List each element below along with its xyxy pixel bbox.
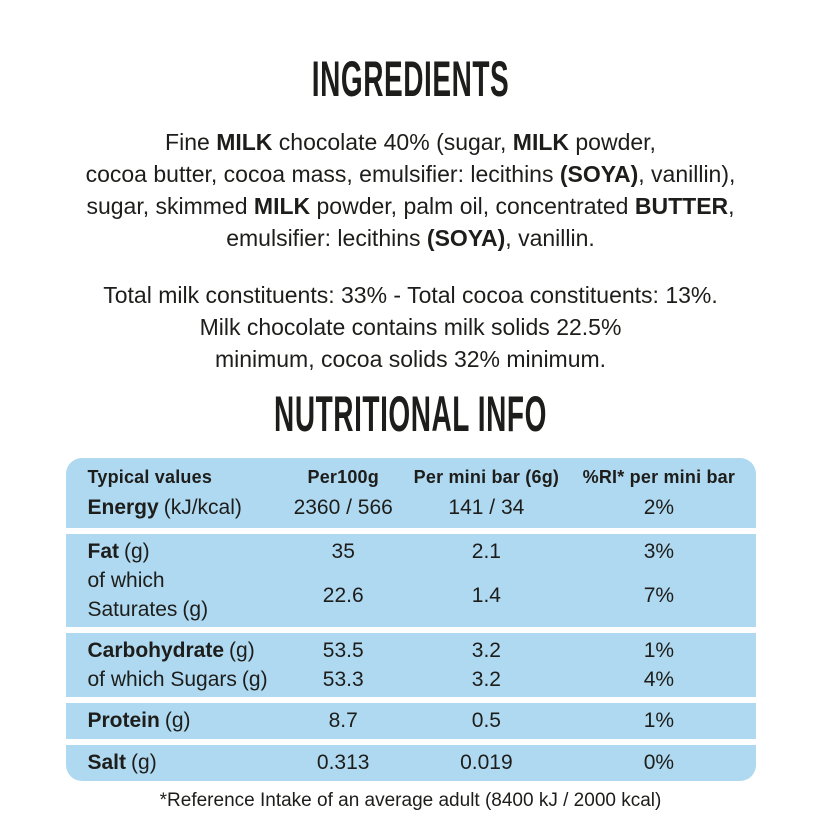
reference-intake-footnote: *Reference Intake of an average adult (8… — [159, 790, 662, 811]
nutrient-unit: (g) — [124, 540, 150, 563]
ingredients-line: Fine MILK chocolate 40% (sugar, MILK pow… — [0, 126, 821, 158]
text-run: emulsifier: lecithins — [226, 225, 427, 251]
ingredients-line: cocoa butter, cocoa mass, emulsifier: le… — [0, 158, 821, 190]
constituents-line: Milk chocolate contains milk solids 22.5… — [199, 314, 622, 340]
value-per-100g: 0.313 — [316, 751, 370, 774]
value-per-mini-bar: 1.4 — [471, 583, 501, 607]
row-fat: Fat (g) 35 2.1 3% — [66, 534, 756, 566]
text-run: chocolate 40% (sugar, — [272, 129, 513, 155]
header-ri-per-mini-bar: %RI* per mini bar — [582, 467, 736, 487]
constituents-paragraph: Total milk constituents: 33% - Total coc… — [0, 279, 821, 375]
row-saturates: of which Saturates (g) 22.6 1.4 7% — [66, 566, 756, 627]
allergen-emphasis: MILK — [253, 193, 311, 219]
nutrient-unit: (g) — [131, 751, 157, 774]
allergen-emphasis: (SOYA) — [426, 225, 506, 251]
value-ri-percent: 1% — [643, 639, 675, 662]
nutrient-name: Fat — [87, 540, 120, 563]
text-run: sugar, skimmed — [86, 193, 254, 219]
nutrient-unit: (g) — [164, 709, 191, 732]
nutrient-unit: (g) — [241, 668, 268, 691]
text-run: Fine — [165, 129, 217, 155]
nutrient-unit: (g) — [182, 598, 209, 621]
ingredients-paragraph: Fine MILK chocolate 40% (sugar, MILK pow… — [0, 126, 821, 254]
value-ri-percent: 3% — [643, 540, 675, 563]
nutrient-name: of which Saturates — [87, 569, 178, 621]
text-run: cocoa butter, cocoa mass, emulsifier: le… — [85, 161, 560, 187]
table-header-row: Typical values Per100g Per mini bar (6g)… — [66, 458, 756, 493]
value-per-100g: 22.6 — [322, 583, 364, 607]
value-ri-percent: 0% — [643, 751, 675, 774]
value-per-mini-bar: 3.2 — [471, 668, 501, 691]
nutrition-table: Typical values Per100g Per mini bar (6g)… — [65, 458, 756, 781]
row-salt: Salt (g) 0.313 0.019 0% — [66, 745, 756, 781]
nutrient-name: of which Sugars — [87, 668, 237, 691]
band-protein: Protein (g) 8.7 0.5 1% — [65, 703, 756, 739]
value-per-100g: 53.5 — [322, 639, 364, 662]
nutrient-unit: (kJ/kcal) — [163, 496, 242, 519]
value-ri-percent: 2% — [643, 496, 675, 519]
nutrient-unit: (g) — [229, 639, 255, 662]
allergen-emphasis: BUTTER — [634, 193, 729, 219]
value-ri-percent: 7% — [643, 583, 675, 607]
value-per-100g: 8.7 — [328, 709, 358, 732]
row-protein: Protein (g) 8.7 0.5 1% — [66, 703, 756, 739]
band-carbohydrate: Carbohydrate (g) 53.5 3.2 1% of which Sug… — [65, 633, 756, 697]
value-per-mini-bar: 3.2 — [471, 639, 501, 662]
header-typical-values: Typical values — [87, 467, 213, 487]
nutrient-name: Energy — [87, 496, 159, 519]
ingredients-line: sugar, skimmed MILK powder, palm oil, co… — [0, 190, 821, 222]
nutrient-name: Carbohydrate — [87, 639, 225, 662]
nutrient-name: Protein — [87, 709, 160, 732]
allergen-emphasis: MILK — [216, 129, 273, 155]
value-per-mini-bar: 0.019 — [460, 751, 513, 774]
value-ri-percent: 4% — [643, 668, 675, 691]
header-per-100g: Per100g — [307, 467, 379, 487]
band-salt: Salt (g) 0.313 0.019 0% — [65, 745, 756, 781]
allergen-emphasis: (SOYA) — [559, 161, 639, 187]
allergen-emphasis: MILK — [512, 129, 569, 155]
value-ri-percent: 1% — [643, 709, 675, 732]
row-carbohydrate: Carbohydrate (g) 53.5 3.2 1% — [66, 633, 756, 665]
text-run: , vanillin. — [505, 225, 595, 251]
value-per-100g: 35 — [331, 540, 355, 563]
ingredients-line: emulsifier: lecithins (SOYA), vanillin. — [0, 222, 821, 254]
value-per-mini-bar: 2.1 — [471, 540, 501, 563]
text-run: powder, palm oil, concentrated — [310, 193, 635, 219]
constituents-line: minimum, cocoa solids 32% minimum. — [214, 346, 607, 372]
row-energy: Energy (kJ/kcal) 2360 / 566 141 / 34 2% — [66, 493, 756, 528]
value-per-mini-bar: 141 / 34 — [448, 496, 525, 519]
row-sugars: of which Sugars (g) 53.3 3.2 4% — [66, 665, 756, 697]
text-run: , — [728, 193, 735, 219]
band-energy: Typical values Per100g Per mini bar (6g)… — [65, 458, 756, 528]
value-per-100g: 2360 / 566 — [293, 496, 393, 519]
header-per-mini-bar: Per mini bar (6g) — [413, 467, 560, 487]
ingredients-heading: INGREDIENTS — [311, 51, 510, 107]
text-run: powder, — [569, 129, 656, 155]
band-fat: Fat (g) 35 2.1 3% of which Saturates (g) 2… — [65, 534, 756, 627]
nutritional-info-heading: NUTRITIONAL INFO — [274, 386, 547, 442]
value-per-mini-bar: 0.5 — [471, 709, 501, 732]
nutrient-name: Salt — [87, 751, 127, 774]
text-run: , vanillin), — [638, 161, 736, 187]
constituents-line: Total milk constituents: 33% - Total coc… — [103, 282, 718, 308]
value-per-100g: 53.3 — [322, 668, 364, 691]
